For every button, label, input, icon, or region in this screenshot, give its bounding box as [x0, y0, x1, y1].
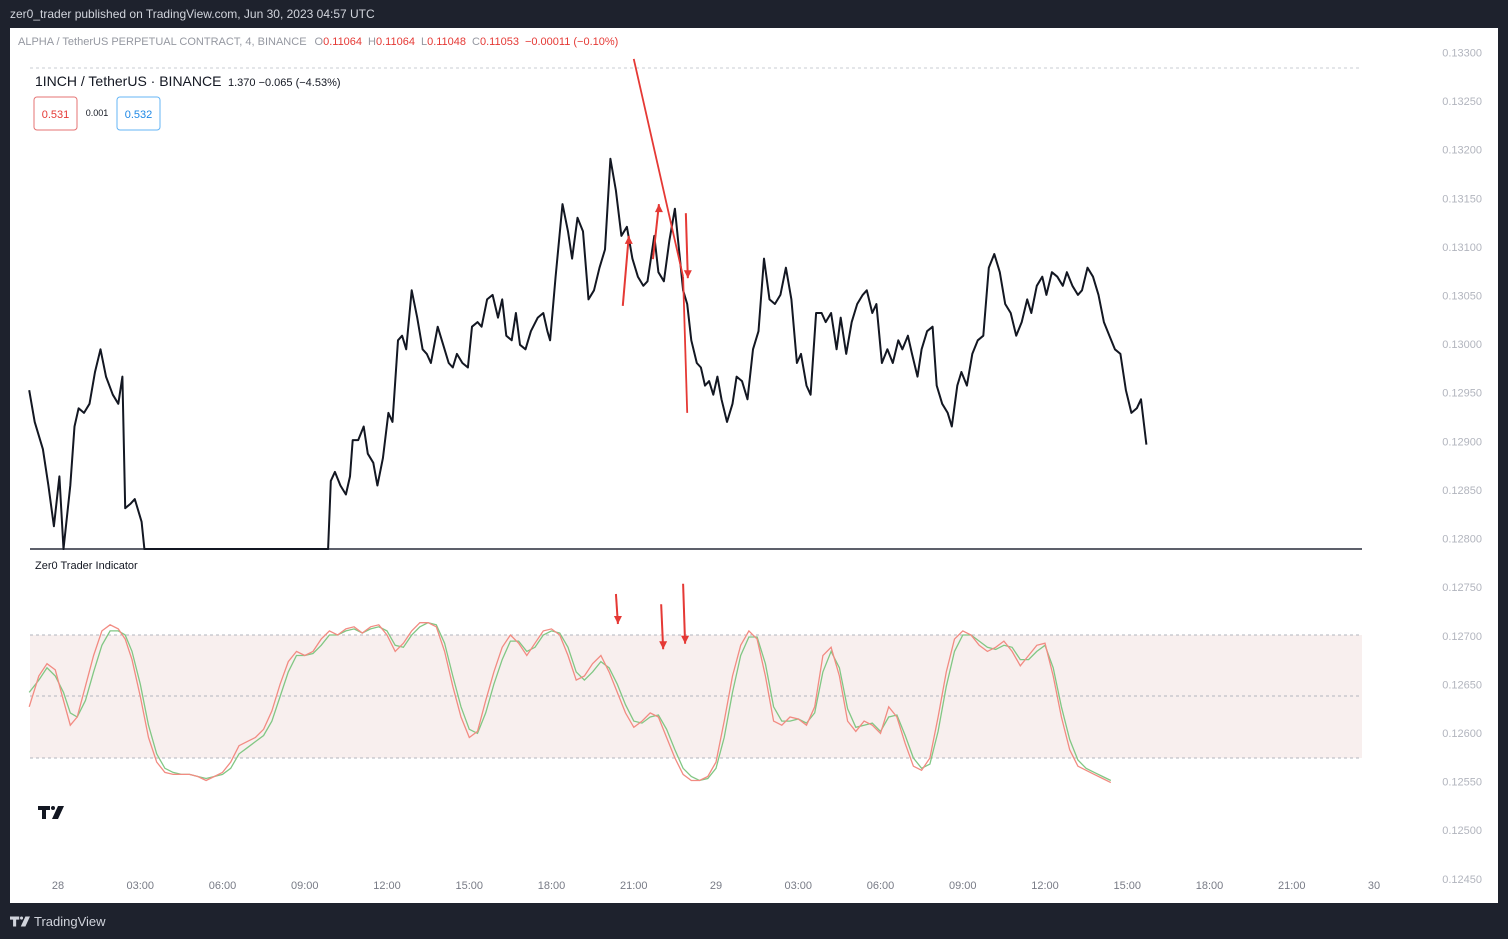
price-tick-label: 0.13250	[1442, 96, 1482, 108]
price-tick-label: 0.13200	[1442, 145, 1482, 157]
tradingview-logo-icon	[10, 916, 30, 927]
price-tick-label: 0.12600	[1442, 728, 1482, 740]
price-tick-label: 0.13100	[1442, 242, 1482, 254]
chart-svg[interactable]: 0.13300 0.13250 0.13200 0.13150 0.13100 0.130…	[10, 28, 1498, 903]
publish-header: zer0_trader published on TradingView.com…	[0, 0, 1508, 28]
bid-value: 0.531	[42, 109, 70, 121]
time-tick-label: 12:00	[1031, 880, 1059, 892]
main-symbol: ALPHA / TetherUS PERPETUAL CONTRACT, 4, …	[18, 36, 307, 48]
price-tick-label: 0.12700	[1442, 631, 1482, 643]
footer-brand: TradingView	[34, 914, 106, 929]
time-tick-label: 18:00	[538, 880, 566, 892]
indicator-arrow-down	[682, 583, 687, 644]
price-tick-label: 0.12850	[1442, 485, 1482, 497]
low-label: L	[421, 36, 427, 48]
price-tick-label: 0.12950	[1442, 388, 1482, 400]
slow-line	[28, 622, 1112, 782]
indicator-arrow-down-head	[659, 641, 668, 650]
bid-box[interactable]	[33, 96, 78, 131]
time-tick-label: 06:00	[209, 880, 237, 892]
price-arrow-down-head	[683, 270, 692, 279]
time-tick-label: 03:00	[126, 880, 154, 892]
tradingview-logo[interactable]: TradingView	[10, 914, 106, 929]
price-tick-label: 0.13050	[1442, 291, 1482, 303]
time-tick-label: 03:00	[784, 880, 812, 892]
tv-watermark-icon	[38, 806, 64, 819]
grid-layer	[30, 67, 1362, 550]
price-tick-label: 0.13000	[1442, 339, 1482, 351]
price-arrow-up-head	[624, 235, 633, 244]
time-tick-label: 15:00	[1113, 880, 1141, 892]
price-axis[interactable]: 0.13300 0.13250 0.13200 0.13150 0.13100 0.130…	[1442, 47, 1482, 885]
time-tick-label: 09:00	[949, 880, 977, 892]
change-value: −0.00011 (−0.10%)	[525, 36, 618, 48]
price-tick-label: 0.12650	[1442, 679, 1482, 691]
ask-box[interactable]	[116, 96, 161, 131]
price-arrow-up	[621, 235, 630, 306]
main-legend: ALPHA / TetherUS PERPETUAL CONTRACT, 4, …	[18, 36, 618, 48]
price-arrow-down	[684, 213, 689, 279]
overlay-symbol[interactable]: 1INCH / TetherUS · BINANCE	[35, 73, 221, 89]
price-tick-label: 0.12900	[1442, 436, 1482, 448]
time-tick-label: 29	[710, 880, 722, 892]
chart-panel[interactable]: 0.13300 0.13250 0.13200 0.13150 0.13100 0.130…	[10, 28, 1498, 903]
annotation-line	[632, 58, 684, 277]
open-label: O	[315, 36, 324, 48]
indicator-pane	[28, 622, 1362, 784]
high-label: H	[368, 36, 376, 48]
high-value: 0.11064	[376, 36, 415, 48]
indicator-arrow-down-head	[613, 616, 622, 624]
time-tick-label: 09:00	[291, 880, 319, 892]
price-tick-label: 0.12550	[1442, 777, 1482, 789]
time-tick-label: 18:00	[1196, 880, 1224, 892]
low-value: 0.11048	[427, 36, 466, 48]
price-pane	[28, 157, 1148, 550]
close-label: C	[472, 36, 480, 48]
close-value: 0.11053	[480, 36, 519, 48]
open-value: 0.11064	[323, 36, 362, 48]
annotation-layer	[613, 58, 692, 650]
spread-value: 0.001	[86, 108, 109, 118]
price-tick-label: 0.13300	[1442, 47, 1482, 59]
publish-text: zer0_trader published on TradingView.com…	[10, 7, 375, 21]
ask-value: 0.532	[125, 109, 153, 121]
fast-line	[28, 622, 1112, 784]
overlay-quote: 1.370 −0.065 (−4.53%)	[228, 77, 341, 89]
indicator-arrow-down-head	[681, 635, 690, 644]
price-tick-label: 0.13150	[1442, 193, 1482, 205]
time-tick-label: 21:00	[1278, 880, 1306, 892]
time-tick-label: 21:00	[620, 880, 648, 892]
price-arrow-up-head	[654, 204, 663, 213]
time-tick-label: 06:00	[867, 880, 895, 892]
price-tick-label: 0.12500	[1442, 825, 1482, 837]
time-tick-label: 28	[52, 880, 64, 892]
price-arrow-up	[651, 204, 660, 260]
time-tick-label: 12:00	[373, 880, 401, 892]
time-tick-label: 15:00	[455, 880, 483, 892]
price-tick-label: 0.12450	[1442, 874, 1482, 886]
price-line	[28, 157, 1148, 550]
footer-bar: TradingView	[0, 903, 1508, 939]
indicator-title[interactable]: Zer0 Trader Indicator	[35, 560, 138, 572]
annotation-line	[682, 276, 689, 413]
time-axis[interactable]: 28 03:00 06:00 09:00 12:00 15:00 18:00 21:00 29 0…	[52, 880, 1380, 892]
price-tick-label: 0.12800	[1442, 534, 1482, 546]
time-tick-label: 30	[1368, 880, 1380, 892]
price-tick-label: 0.12750	[1442, 582, 1482, 594]
